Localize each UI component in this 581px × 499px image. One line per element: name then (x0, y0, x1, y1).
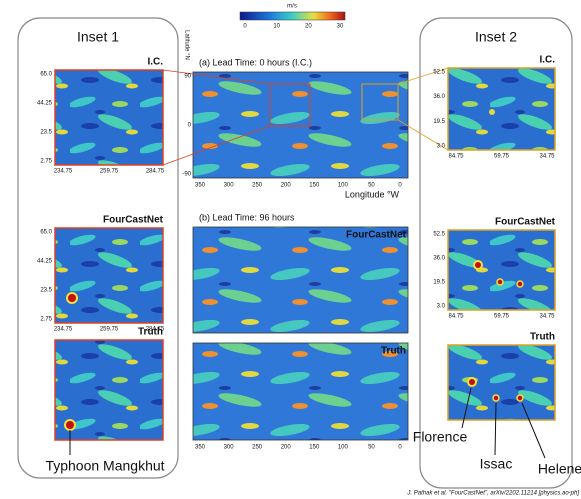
map (55, 70, 163, 165)
x-tick-label: 0 (398, 445, 402, 451)
inset-title: Inset 2 (475, 29, 517, 45)
x-tick-label: 34.75 (539, 314, 555, 320)
y-tick-label: 44.25 (37, 259, 53, 265)
x-tick-label: 50 (368, 445, 375, 451)
colorbar-tick: 10 (273, 24, 280, 30)
map (448, 230, 555, 310)
x-tick-label: 259.75 (100, 169, 119, 175)
y-tick-label: 90 (184, 74, 191, 80)
x-tick-label: 100 (338, 183, 349, 189)
x-tick-label: 150 (309, 183, 320, 189)
y-tick-label: 36.0 (433, 94, 445, 100)
colorbar-tick: 0 (243, 24, 247, 30)
panel-label: Truth (530, 332, 555, 343)
panel-label: I.C. (539, 55, 555, 66)
panel-label: FourCastNet (495, 217, 556, 228)
y-tick-label: 3.0 (437, 144, 446, 150)
cyclone (497, 279, 503, 285)
map (448, 68, 555, 150)
y-tick-label: 65.0 (40, 72, 52, 78)
map (55, 228, 163, 323)
colorbar-unit: m/s (287, 4, 297, 10)
x-tick-label: 59.75 (494, 314, 510, 320)
panel-title: (b) Lead Time: 96 hours (199, 212, 295, 222)
map (193, 343, 408, 440)
cyclone (517, 395, 523, 401)
panel-label: FourCastNet (346, 230, 407, 241)
x-tick-label: 259.75 (100, 327, 119, 333)
x-tick-label: 284.75 (146, 169, 165, 175)
annotation: Helene (538, 461, 581, 477)
annotation: Florence (413, 429, 468, 445)
inset-title: Inset 1 (77, 29, 119, 45)
panel-label: Truth (381, 346, 406, 357)
y-tick-label: 23.5 (40, 130, 52, 136)
x-tick-label: 300 (224, 445, 235, 451)
y-tick-label: 52.5 (433, 70, 445, 76)
x-tick-label: 350 (195, 445, 206, 451)
map (448, 345, 555, 420)
x-tick-label: 84.75 (448, 154, 464, 160)
cyclone (474, 261, 482, 269)
figure: m/s0102030Inset 1I.C.65.044.2523.52.7523… (0, 0, 581, 499)
y-tick-label: 3.0 (437, 304, 446, 310)
map (193, 227, 408, 333)
y-tick-label: 52.5 (433, 232, 445, 238)
panel-label: I.C. (147, 57, 163, 68)
cyclone (517, 281, 523, 287)
x-tick-label: 234.75 (54, 169, 73, 175)
x-tick-label: 150 (309, 445, 320, 451)
y-tick-label: 19.5 (433, 119, 445, 125)
colorbar (240, 12, 345, 20)
map (193, 72, 408, 178)
colorbar-tick: 30 (337, 24, 344, 30)
citation: J. Pathak et al. "FourCastNet", arXiv/22… (406, 491, 579, 497)
cyclone (65, 420, 75, 430)
y-tick-label: 23.5 (40, 288, 52, 294)
cyclone (67, 293, 77, 303)
x-tick-label: 50 (368, 183, 375, 189)
x-tick-label: 200 (281, 445, 292, 451)
y-axis-label: Latitude °N (183, 30, 189, 60)
x-tick-label: 100 (338, 445, 349, 451)
x-tick-label: 250 (252, 183, 263, 189)
y-tick-label: -90 (182, 172, 191, 178)
panel-label: FourCastNet (103, 215, 164, 226)
y-tick-label: 65.0 (40, 230, 52, 236)
x-tick-label: 234.75 (54, 327, 73, 333)
x-tick-label: 250 (252, 445, 263, 451)
x-tick-label: 34.75 (539, 154, 555, 160)
y-tick-label: 2.75 (40, 159, 52, 165)
cyclone (468, 378, 476, 386)
colorbar-tick: 20 (305, 24, 312, 30)
x-tick-label: 350 (195, 183, 206, 189)
x-tick-label: 84.75 (448, 314, 464, 320)
cyclone (493, 395, 499, 401)
y-tick-label: 44.25 (37, 101, 53, 107)
x-tick-label: 300 (224, 183, 235, 189)
x-tick-label: 59.75 (494, 154, 510, 160)
x-tick-label: 0 (398, 183, 402, 189)
cyclone (489, 109, 495, 115)
annotation: Typhoon Mangkhut (45, 458, 164, 474)
y-tick-label: 19.5 (433, 280, 445, 286)
panel-label: Truth (138, 327, 163, 338)
y-tick-label: 0 (188, 123, 192, 129)
y-tick-label: 2.75 (40, 317, 52, 323)
annotation: Issac (480, 456, 513, 472)
panel-title: (a) Lead Time: 0 hours (I.C.) (199, 57, 312, 67)
x-axis-label: Longitude °W (345, 189, 400, 199)
x-tick-label: 200 (281, 183, 292, 189)
y-tick-label: 36.0 (433, 256, 445, 262)
